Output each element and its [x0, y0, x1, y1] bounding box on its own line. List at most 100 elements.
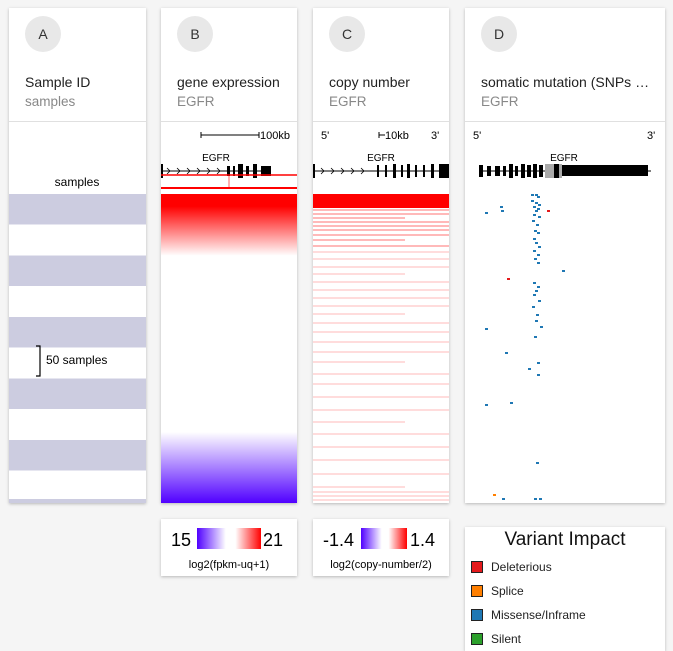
- column-subtitle[interactable]: samples: [25, 94, 76, 109]
- mutation-marker: [537, 374, 540, 376]
- mutation-marker: [535, 242, 538, 244]
- expression-scale-bar: 100kb: [200, 130, 290, 142]
- divider: [313, 121, 449, 122]
- mutation-marker: [536, 462, 539, 464]
- legend-item-label: Splice: [491, 584, 524, 598]
- mutation-marker: [502, 498, 505, 500]
- mutation-marker: [485, 404, 488, 406]
- column-title[interactable]: Sample ID: [25, 74, 91, 90]
- mutation-marker: [538, 216, 541, 218]
- expression-gene-model: [161, 164, 271, 178]
- mutation-marker: [505, 352, 508, 354]
- mutation-marker: [535, 194, 538, 196]
- mutation-marker: [535, 202, 538, 204]
- column-somatic-mutation: D somatic mutation (SNPs and small INDEL…: [465, 8, 665, 503]
- mutation-marker: [539, 498, 542, 500]
- mutation-marker: [536, 314, 539, 316]
- mutation-marker: [535, 210, 538, 212]
- divider: [161, 121, 297, 122]
- mutation-marker: [537, 362, 540, 364]
- copy-number-track[interactable]: 5' 3' 10kb EGFR: [313, 122, 449, 503]
- legend-expression-max: 21: [263, 530, 283, 550]
- mutation-marker: [532, 306, 535, 308]
- mutation-marker: [485, 328, 488, 330]
- mutation-marker: [538, 204, 541, 206]
- mutation-marker: [547, 210, 550, 212]
- column-gene-expression: B gene expression EGFR 100kb EGFR: [161, 8, 297, 503]
- prime3-label: 3': [431, 130, 439, 142]
- expression-track[interactable]: 100kb EGFR: [161, 122, 297, 503]
- mutation-marker: [493, 494, 496, 496]
- mutation-marker: [535, 290, 538, 292]
- sample-band: [9, 317, 146, 348]
- sample-band: [9, 440, 146, 471]
- column-badge-a[interactable]: A: [25, 16, 61, 52]
- mutation-marker: [507, 278, 510, 280]
- mutation-marker: [538, 246, 541, 248]
- mutation-marker: [531, 200, 534, 202]
- mutation-marker: [537, 254, 540, 256]
- column-subtitle[interactable]: EGFR: [177, 94, 215, 109]
- copy-scale-label: 10kb: [385, 130, 409, 142]
- mutation-marker: [531, 194, 534, 196]
- divider: [9, 121, 146, 122]
- sample-track[interactable]: samples 50 samples: [9, 122, 146, 503]
- column-badge-b[interactable]: B: [177, 16, 213, 52]
- column-subtitle[interactable]: EGFR: [329, 94, 367, 109]
- legend-copy-gradient: [361, 528, 407, 549]
- mutation-marker: [533, 282, 536, 284]
- mutation-marker: [535, 320, 538, 322]
- column-title[interactable]: somatic mutation (SNPs and small INDELs): [481, 74, 655, 90]
- mutation-marker: [534, 230, 537, 232]
- mutation-track[interactable]: 5' 3' EGFR: [465, 122, 665, 503]
- legend-item-splice: Splice: [471, 584, 524, 598]
- legend-item-deleterious: Deleterious: [471, 560, 552, 574]
- sample-band: [9, 194, 146, 225]
- mutation-marker: [533, 214, 536, 216]
- mutation-marker: [537, 232, 540, 234]
- legend-copy-max: 1.4: [410, 530, 435, 550]
- mutation-marker: [501, 210, 504, 212]
- mutation-marker: [537, 196, 540, 198]
- legend-expression: 15 21 log2(fpkm-uq+1): [161, 519, 297, 576]
- mutation-marker: [538, 300, 541, 302]
- copy-gain-block[interactable]: [313, 194, 449, 208]
- column-title[interactable]: copy number: [329, 74, 410, 90]
- column-badge-c[interactable]: C: [329, 16, 365, 52]
- legend-copy-number: -1.4 1.4 log2(copy-number/2): [313, 519, 449, 576]
- column-subtitle[interactable]: EGFR: [481, 94, 519, 109]
- splice-swatch: [471, 585, 483, 597]
- mutation-marker: [537, 262, 540, 264]
- sample-band: [9, 378, 146, 409]
- sample-track-header: samples: [55, 175, 100, 189]
- mutation-marker: [533, 294, 536, 296]
- mutation-gene-model: [479, 164, 651, 178]
- sample-bracket: [36, 345, 41, 377]
- mutation-marker: [536, 224, 539, 226]
- copy-scale-bar: 10kb: [378, 130, 409, 142]
- copy-gene-label: EGFR: [367, 153, 395, 164]
- legend-item-missense: Missense/Inframe: [471, 608, 586, 622]
- expression-heatmap[interactable]: [161, 194, 297, 503]
- sample-band: [9, 499, 146, 503]
- mutation-marker: [533, 250, 536, 252]
- sample-bracket-label: 50 samples: [46, 353, 107, 367]
- sample-band: [9, 255, 146, 286]
- legend-expression-gradient: [197, 528, 261, 549]
- legend-item-label: Missense/Inframe: [491, 608, 586, 622]
- column-badge-d[interactable]: D: [481, 16, 517, 52]
- mutation-marker: [540, 326, 543, 328]
- legend-copy-caption: log2(copy-number/2): [330, 559, 432, 571]
- mutation-marker: [528, 368, 531, 370]
- mutation-marker: [500, 206, 503, 208]
- copy-number-segments: [313, 209, 449, 501]
- column-copy-number: C copy number EGFR 5' 3' 10kb EGFR: [313, 8, 449, 503]
- deleterious-swatch: [471, 561, 483, 573]
- mutation-gene-label: EGFR: [550, 153, 578, 164]
- column-title[interactable]: gene expression: [177, 74, 280, 90]
- legend-variant-impact: Variant Impact Deleterious Splice Missen…: [465, 527, 665, 651]
- mutation-marker: [485, 212, 488, 214]
- mutation-marker: [562, 270, 565, 272]
- mutation-marker: [534, 498, 537, 500]
- mutation-marker: [532, 220, 535, 222]
